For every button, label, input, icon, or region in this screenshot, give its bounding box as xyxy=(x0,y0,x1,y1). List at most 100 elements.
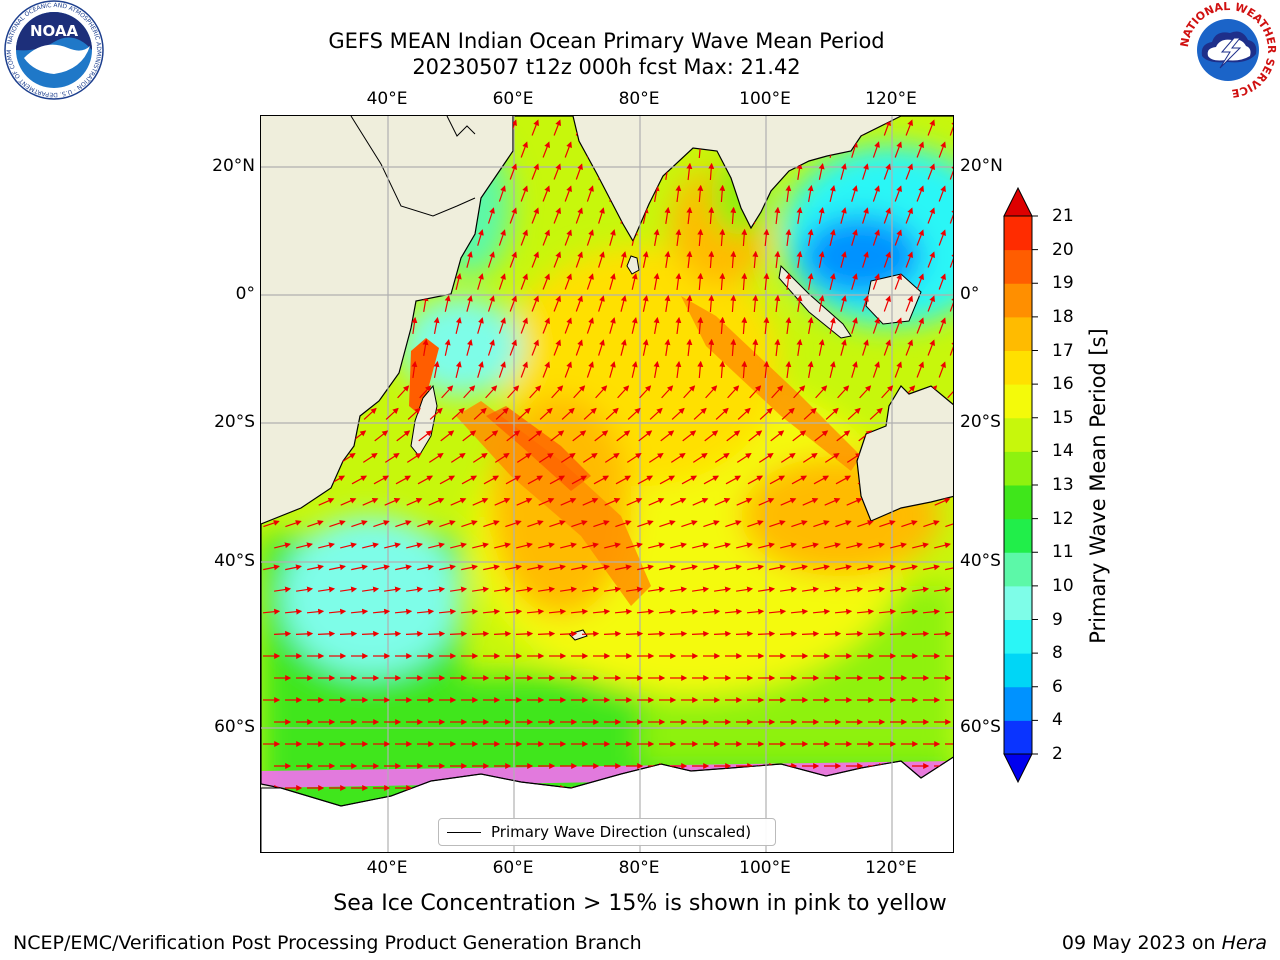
wave-direction-arrow xyxy=(670,452,686,463)
wave-direction-arrow xyxy=(840,295,847,312)
lon-tick-bottom-120: 120°E xyxy=(865,858,917,878)
map-subtitle: 20230507 t12z 000h fcst Max: 21.42 xyxy=(412,55,801,79)
wave-direction-arrow xyxy=(916,141,924,158)
wave-direction-arrow xyxy=(560,586,578,593)
colorbar-segment xyxy=(1004,686,1032,721)
wave-direction-arrow xyxy=(851,141,858,158)
wave-direction-arrow xyxy=(703,475,720,485)
wave-direction-arrow xyxy=(362,452,378,463)
wave-direction-arrow xyxy=(927,295,935,312)
colorbar-tick-label: 18 xyxy=(1052,306,1074,327)
wave-direction-arrow xyxy=(604,586,622,593)
wave-direction-arrow xyxy=(626,542,643,549)
wave-direction-arrow xyxy=(395,475,412,485)
wave-direction-arrow xyxy=(531,163,539,180)
wave-direction-arrow xyxy=(862,207,869,224)
wave-direction-arrow xyxy=(916,185,924,202)
wave-direction-arrow xyxy=(318,497,335,506)
wave-direction-arrow xyxy=(438,608,457,615)
wave-direction-arrow xyxy=(934,586,952,593)
wave-direction-arrow xyxy=(658,608,677,615)
wave-direction-arrow xyxy=(631,361,638,378)
wave-direction-arrow xyxy=(609,361,616,378)
wave-direction-arrow xyxy=(730,206,737,225)
wave-direction-arrow xyxy=(680,608,699,615)
wave-direction-arrow xyxy=(296,542,313,549)
wave-direction-arrow xyxy=(466,251,473,268)
wave-direction-arrow xyxy=(509,295,517,312)
wave-direction-arrow xyxy=(796,206,803,224)
wave-direction-arrow xyxy=(482,608,501,615)
colorbar-segment xyxy=(1004,451,1032,486)
wave-direction-arrow xyxy=(498,273,506,290)
wave-direction-arrow xyxy=(407,407,421,420)
wave-direction-arrow xyxy=(477,361,484,378)
wave-direction-arrow xyxy=(719,272,726,291)
wave-direction-arrow xyxy=(741,228,748,247)
wave-direction-arrow xyxy=(564,317,572,334)
wave-direction-arrow xyxy=(551,385,564,399)
colorbar-tick-label: 21 xyxy=(1052,206,1074,226)
wave-direction-arrow xyxy=(653,316,660,335)
footer-date: 09 May 2023 on Hera xyxy=(1062,932,1267,954)
wave-direction-arrow xyxy=(520,317,528,334)
wave-direction-arrow xyxy=(455,273,462,290)
wave-direction-arrow xyxy=(429,407,443,420)
wave-direction-arrow xyxy=(593,475,610,485)
wave-direction-arrow xyxy=(840,251,847,268)
colorbar-segment xyxy=(1004,249,1032,284)
wave-direction-arrow xyxy=(714,497,731,506)
nws-logo: NATIONAL WEATHER SERVICE xyxy=(1178,0,1278,100)
wave-direction-arrow xyxy=(807,228,814,247)
wave-direction-arrow xyxy=(520,229,528,246)
wave-direction-arrow xyxy=(752,250,759,269)
wave-direction-arrow xyxy=(905,119,913,136)
wave-direction-arrow xyxy=(894,141,902,158)
wave-direction-arrow xyxy=(439,475,456,485)
wave-direction-arrow xyxy=(498,361,506,378)
wave-direction-arrow xyxy=(770,430,785,442)
wave-direction-arrow xyxy=(905,207,913,224)
wave-direction-arrow xyxy=(582,452,598,463)
wave-direction-arrow xyxy=(911,630,930,637)
wave-direction-arrow xyxy=(494,586,512,593)
wave-direction-arrow xyxy=(922,608,941,615)
wave-direction-arrow xyxy=(384,497,401,506)
wave-direction-arrow xyxy=(318,542,335,549)
wave-direction-arrow xyxy=(867,630,886,637)
wave-direction-arrow xyxy=(759,407,773,420)
wave-direction-arrow xyxy=(548,608,567,615)
wave-direction-arrow xyxy=(825,407,839,420)
wave-direction-arrow xyxy=(807,360,814,379)
wave-direction-arrow xyxy=(692,497,709,506)
wave-direction-arrow xyxy=(851,185,858,202)
wave-direction-arrow xyxy=(507,385,520,399)
wave-direction-arrow xyxy=(840,339,847,356)
wave-direction-arrow xyxy=(560,497,577,506)
wave-direction-arrow xyxy=(851,273,858,290)
wave-direction-arrow xyxy=(649,407,663,420)
wave-direction-arrow xyxy=(719,316,726,335)
colorbar-over-triangle xyxy=(1003,186,1033,217)
wave-direction-arrow xyxy=(796,162,803,180)
colorbar-label: Primary Wave Mean Period [s] xyxy=(1086,328,1110,644)
wave-direction-arrow xyxy=(869,407,883,420)
wave-direction-arrow xyxy=(505,520,522,528)
wave-direction-arrow xyxy=(747,564,764,571)
wave-direction-arrow xyxy=(823,630,842,637)
wave-direction-arrow xyxy=(560,542,577,549)
sea-ice-note: Sea Ice Concentration > 15% is shown in … xyxy=(333,891,947,916)
wave-direction-arrow xyxy=(575,163,583,180)
wave-direction-arrow xyxy=(450,586,468,593)
colorbar-tick-label: 6 xyxy=(1052,676,1063,697)
wave-direction-arrow xyxy=(384,586,402,593)
wave-direction-arrow xyxy=(537,630,556,637)
wave-direction-arrow xyxy=(927,119,935,136)
wave-direction-arrow xyxy=(664,250,671,268)
footer-date-text: 09 May 2023 on xyxy=(1061,932,1222,954)
wave-direction-arrow xyxy=(872,185,880,202)
colorbar-segment xyxy=(1004,585,1032,620)
wave-direction-arrow xyxy=(461,475,478,485)
wave-direction-arrow xyxy=(542,141,550,158)
wave-direction-arrow xyxy=(894,229,902,246)
